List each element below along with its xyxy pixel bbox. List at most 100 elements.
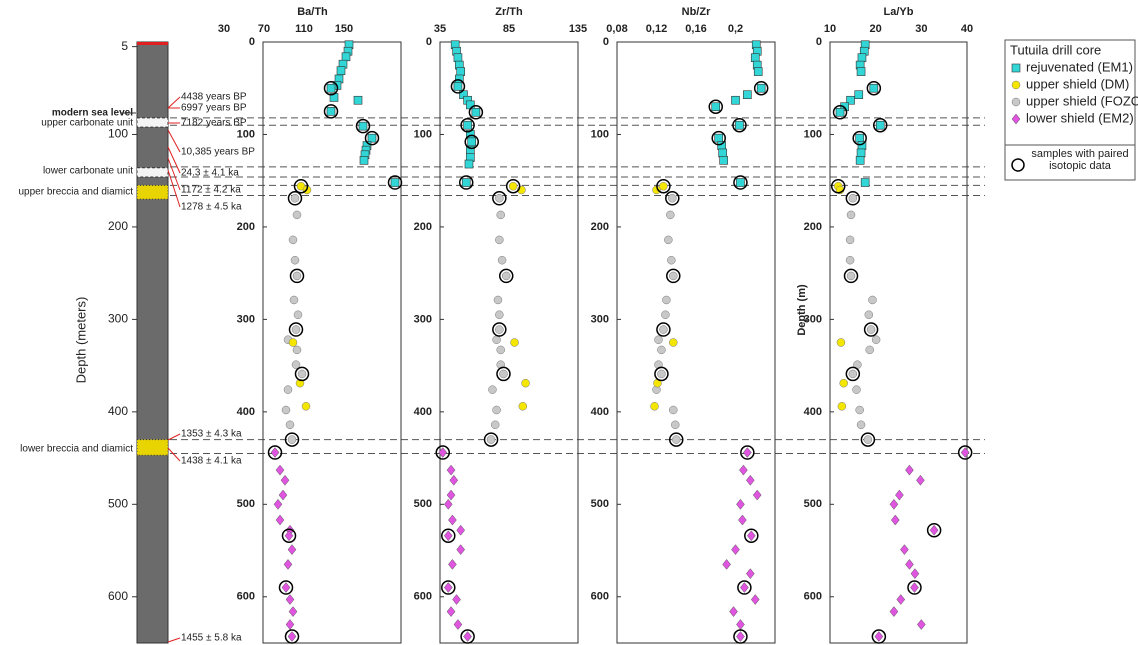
point (864, 310, 874, 320)
y-tick-label: 0 (816, 36, 822, 48)
ring (492, 191, 507, 206)
point (446, 606, 456, 617)
point (297, 369, 307, 379)
point (889, 498, 899, 510)
point (846, 271, 856, 281)
x-tick-label: 20 (870, 23, 882, 35)
legend-marker (1011, 80, 1021, 90)
point (855, 156, 865, 165)
point (722, 559, 731, 570)
point (736, 178, 745, 187)
y-tick-label: 200 (414, 221, 432, 233)
point (290, 255, 300, 265)
y-tick-label: 400 (804, 406, 822, 418)
age-label: 1455 ± 5.8 ka (181, 633, 242, 644)
y-tick-label: 100 (414, 128, 432, 140)
point (719, 156, 728, 165)
age-label: 10,385 years BP (181, 147, 255, 158)
point (289, 295, 299, 305)
ring (830, 178, 846, 194)
point (910, 582, 919, 593)
y-tick-label: 200 (108, 219, 128, 233)
point (278, 489, 288, 501)
ring (907, 580, 922, 595)
ring (871, 629, 887, 644)
plot-frame (262, 41, 402, 644)
point (657, 345, 666, 355)
ring (733, 175, 748, 190)
point (895, 489, 904, 501)
point (669, 338, 678, 347)
point (301, 402, 311, 411)
point (714, 133, 724, 143)
point (446, 489, 456, 501)
unit-label: modern sea level (52, 108, 133, 119)
age-label: 1438 ± 4.1 ka (181, 456, 242, 467)
point (493, 295, 503, 305)
carbonate-unit (136, 117, 169, 128)
point (717, 141, 726, 150)
ring (845, 366, 861, 382)
point (871, 335, 881, 344)
y-tick-label: 500 (804, 498, 822, 510)
ring (866, 80, 882, 96)
point (471, 107, 481, 117)
ring (708, 99, 723, 114)
ring (496, 366, 511, 382)
x-tick-label: 70 (258, 23, 270, 35)
point (711, 102, 721, 112)
point (288, 338, 298, 347)
point (438, 447, 448, 458)
point (669, 405, 678, 415)
point (657, 369, 666, 379)
point (746, 530, 756, 542)
ring (284, 629, 300, 644)
ring (387, 175, 403, 190)
point (456, 67, 466, 76)
point (446, 464, 456, 476)
y-tick-label: 5 (121, 39, 128, 53)
point (285, 594, 295, 605)
point (461, 178, 471, 187)
point (463, 631, 472, 642)
point (910, 568, 920, 580)
ring (364, 130, 380, 146)
ring (498, 268, 514, 284)
point (283, 385, 293, 394)
panel-title: Ba/Th (297, 6, 328, 18)
ring (732, 117, 747, 133)
point (666, 210, 675, 220)
y-tick-label: 400 (414, 406, 432, 418)
unit-label: upper carbonate unit (41, 118, 133, 129)
point (443, 530, 453, 542)
carbonate-unit (136, 167, 169, 178)
point (290, 194, 300, 203)
point (287, 544, 297, 556)
point (845, 235, 855, 245)
y-axis-label: Depth (meters) (73, 297, 88, 384)
legend-marker (1011, 63, 1021, 73)
y-tick-label: 200 (237, 221, 255, 233)
y-tick-label: 500 (591, 498, 609, 510)
point (736, 631, 745, 642)
point (848, 369, 858, 379)
ring (654, 366, 669, 382)
point (270, 447, 280, 458)
surface-mark (137, 42, 168, 45)
point (448, 514, 457, 526)
y-tick-label: 500 (414, 498, 432, 510)
point (863, 435, 873, 444)
legend-label: upper shield (FOZO) (1026, 93, 1138, 108)
x-tick-label: 0,2 (728, 23, 743, 35)
ring (753, 80, 769, 96)
point (495, 310, 504, 320)
point (367, 133, 377, 143)
point (456, 524, 466, 536)
point (288, 235, 298, 245)
legend-label: lower shield (EM2) (1026, 110, 1134, 125)
y-tick-label: 0 (426, 36, 432, 48)
y-tick-label: 300 (108, 312, 128, 326)
point (443, 498, 453, 510)
y-tick-label: 200 (591, 221, 609, 233)
